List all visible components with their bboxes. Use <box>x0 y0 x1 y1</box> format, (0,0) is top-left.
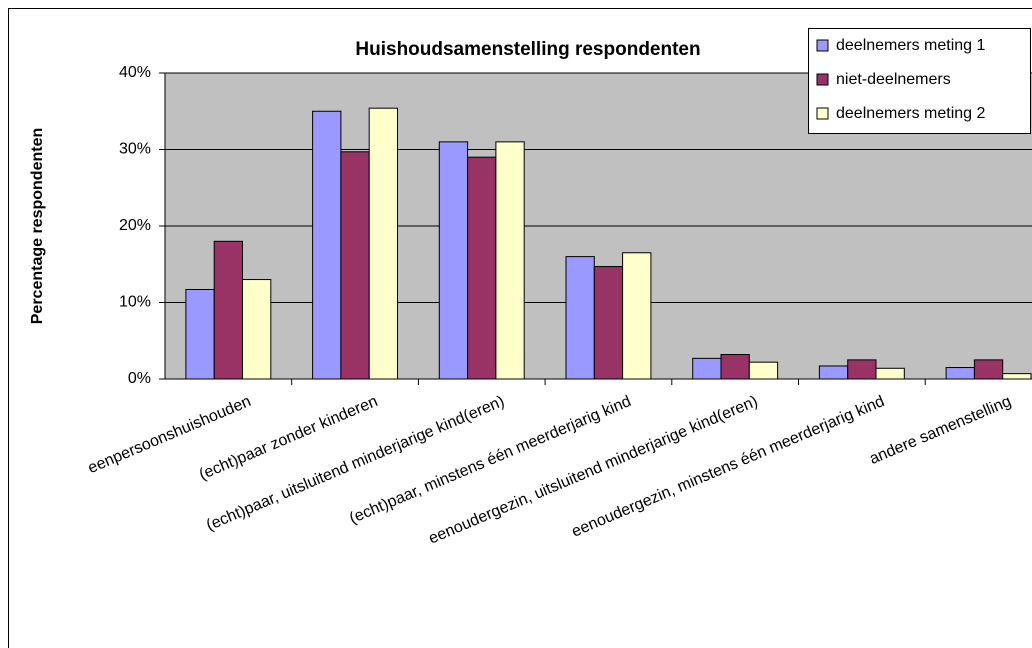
y-tick-label: 10% <box>119 294 151 311</box>
legend-swatch <box>816 73 829 86</box>
bar <box>340 151 370 380</box>
y-tick-label: 40% <box>119 64 151 81</box>
bar <box>495 141 525 380</box>
bar <box>593 266 624 380</box>
bar <box>185 288 215 380</box>
legend-label: deelnemers meting 2 <box>836 105 986 122</box>
bar <box>368 107 399 380</box>
legend-swatch <box>816 39 829 52</box>
legend-label: niet-deelnemers <box>836 71 951 88</box>
legend-label: deelnemers meting 1 <box>836 37 986 54</box>
bar <box>312 110 342 380</box>
bar <box>242 279 272 380</box>
bar <box>438 141 469 380</box>
bar <box>692 357 722 380</box>
bar <box>467 156 497 380</box>
y-tick-label: 0% <box>128 370 151 387</box>
bar <box>565 256 595 380</box>
chart-title: Huishoudsamenstelling respondenten <box>355 39 700 60</box>
bar <box>720 354 750 380</box>
bar <box>1002 373 1032 380</box>
y-tick-label: 20% <box>119 217 151 234</box>
bar <box>622 252 652 380</box>
bar <box>973 359 1004 380</box>
bar <box>847 359 877 380</box>
legend-swatch <box>816 107 829 120</box>
y-tick-label: 30% <box>119 141 151 158</box>
bar <box>748 361 779 380</box>
legend-box <box>808 28 1031 134</box>
y-axis-label: Percentage respondenten <box>29 128 46 325</box>
bar <box>945 367 975 380</box>
bar <box>818 365 849 380</box>
bar <box>213 240 243 380</box>
bar <box>875 367 905 380</box>
